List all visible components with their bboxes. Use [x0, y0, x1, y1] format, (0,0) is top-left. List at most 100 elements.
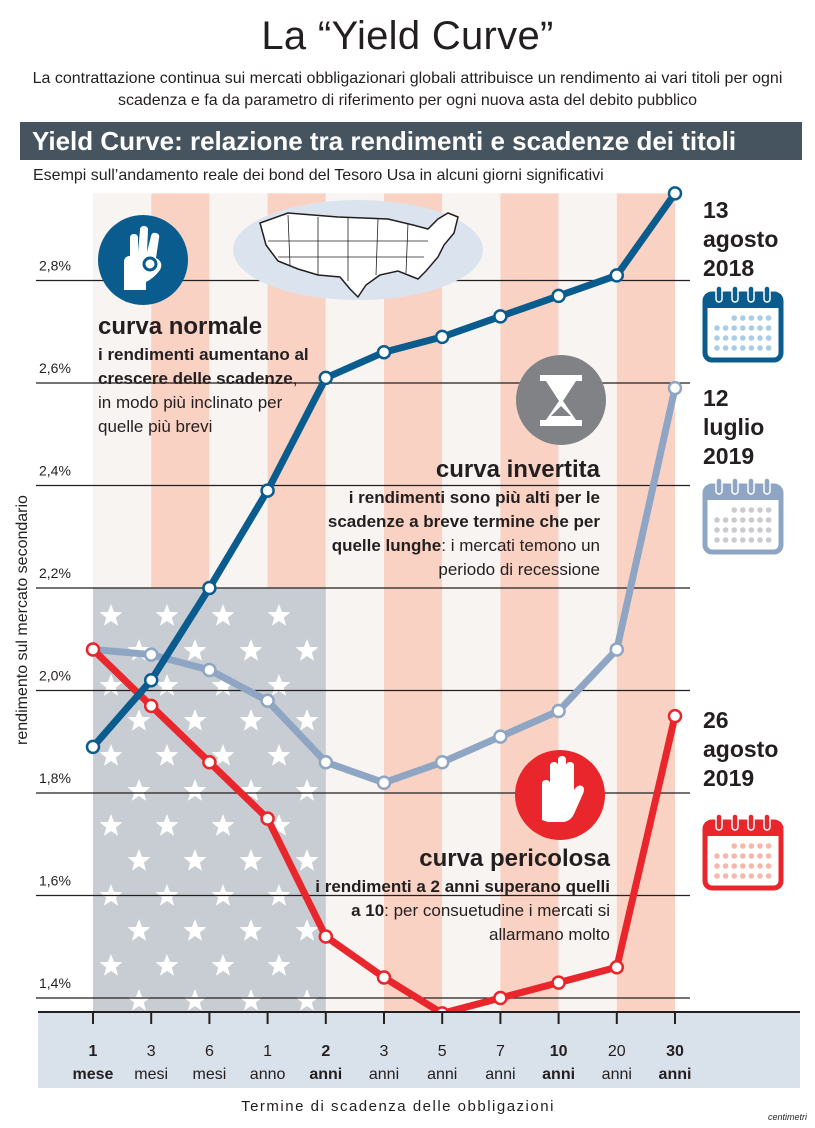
calendar-ring: [763, 285, 771, 303]
annotation-danger-title: curva pericolosa: [419, 845, 610, 872]
calendar-day: [765, 537, 772, 543]
calendar-day: [748, 507, 755, 513]
data-point: [667, 708, 683, 724]
chart-note: Esempi sull’andamento reale dei bond del…: [33, 167, 604, 184]
x-tick-label: anni: [542, 1066, 575, 1083]
calendar-day: [765, 873, 772, 879]
calendar-day: [757, 345, 763, 351]
calendar-day: [722, 873, 729, 879]
annotation-normal-rest: , in modo più inclinato per quelle più b…: [98, 369, 298, 436]
calendar-day: [722, 335, 729, 341]
data-point: [609, 642, 625, 657]
calendar-day: [757, 853, 763, 859]
calendar-day: [748, 325, 755, 331]
calendar-day: [748, 527, 755, 533]
calendar-day: [748, 863, 755, 869]
calendar-day: [731, 325, 737, 331]
calendar-day: [731, 853, 737, 859]
x-tick-label: 30: [666, 1043, 684, 1060]
calendar-day: [731, 517, 737, 523]
calendar-ring: [715, 477, 723, 495]
calendar-day: [757, 507, 763, 513]
data-point: [260, 811, 275, 826]
flag-stripe: [325, 193, 384, 1012]
calendar-day: [731, 843, 737, 849]
calendar-ring: [747, 477, 755, 495]
y-tick-label: 2,4%: [39, 463, 71, 479]
flag-background: [93, 193, 675, 1012]
annotation-danger-bold: i rendimenti a 2 anni superano quelli a …: [315, 877, 610, 920]
calendar-day: [722, 863, 729, 869]
calendar-day: [740, 527, 746, 533]
calendar-day: [714, 863, 720, 869]
data-point: [493, 990, 508, 1006]
y-tick-label: 2,8%: [39, 258, 71, 274]
calendar-day: [757, 873, 763, 879]
calendar-day: [757, 537, 763, 543]
y-tick-label: 2,0%: [39, 668, 71, 684]
calendar-ring: [763, 813, 771, 831]
calendar-ring: [731, 285, 739, 303]
calendar-day: [765, 853, 772, 859]
calendar-day: [765, 843, 772, 849]
calendar-ring: [731, 477, 739, 495]
data-point: [318, 370, 334, 386]
x-axis-label: Termine di scadenza delle obbligazioni: [241, 1098, 555, 1115]
calendar-day: [740, 315, 746, 321]
x-tick-label: 1: [89, 1043, 98, 1060]
calendar-header: [705, 822, 781, 836]
calendar-day: [757, 517, 763, 523]
calendar-ring: [747, 813, 755, 831]
series-label: agosto: [703, 736, 778, 762]
calendar-day: [731, 345, 737, 351]
y-tick-label: 2,6%: [39, 360, 71, 376]
calendar-day: [748, 853, 755, 859]
calendar-icon: [702, 477, 784, 555]
x-axis-band: [38, 1012, 800, 1088]
calendar-ring: [715, 285, 723, 303]
calendar-icon: [702, 813, 784, 891]
data-point: [202, 580, 217, 596]
series-lines: [85, 186, 683, 1021]
calendar-day: [748, 345, 755, 351]
section-title: Yield Curve: relazione tra rendimenti e …: [20, 122, 802, 160]
calendar-day: [757, 527, 763, 533]
calendar-day: [765, 507, 772, 513]
y-tick-label: 1,8%: [39, 770, 71, 786]
calendar-day: [722, 537, 729, 543]
y-tick-label: 2,2%: [39, 565, 71, 581]
data-point: [202, 662, 217, 678]
calendar-day: [722, 517, 729, 523]
data-point: [318, 929, 334, 944]
annotation-normal-title: curva normale: [98, 313, 263, 340]
x-tick-label: 2: [321, 1043, 330, 1060]
calendar-header: [705, 294, 781, 308]
annotation-danger: curva pericolosa i rendimenti a 2 anni s…: [310, 843, 610, 947]
calendar-day: [714, 873, 720, 879]
calendar-day: [748, 517, 755, 523]
data-point: [434, 329, 450, 345]
x-tick-label: mesi: [134, 1066, 168, 1083]
stop-hand-icon: [515, 750, 605, 840]
data-point: [609, 268, 625, 283]
calendar-day: [714, 537, 720, 543]
annotation-inverted-rest: : i mercati temono un periodo di recessi…: [438, 536, 600, 579]
calendar-day: [765, 517, 772, 523]
series-label: 26: [703, 707, 729, 733]
annotation-inverted-bold: i rendimenti sono più alti per le scaden…: [327, 488, 600, 555]
data-point: [493, 309, 508, 324]
data-point: [667, 380, 683, 396]
annotation-inverted-title: curva invertita: [435, 456, 600, 483]
data-point: [376, 775, 392, 790]
calendar-day: [740, 873, 746, 879]
data-point: [318, 755, 334, 770]
calendar-day: [714, 335, 720, 341]
series-label: 2018: [703, 255, 754, 281]
calendar-day: [757, 325, 763, 331]
calendar-day: [757, 315, 763, 321]
calendar-day: [740, 537, 746, 543]
x-tick-label: anni: [602, 1066, 632, 1083]
calendar-ring: [747, 285, 755, 303]
calendar-day: [740, 507, 746, 513]
series-label: 2019: [703, 765, 754, 791]
